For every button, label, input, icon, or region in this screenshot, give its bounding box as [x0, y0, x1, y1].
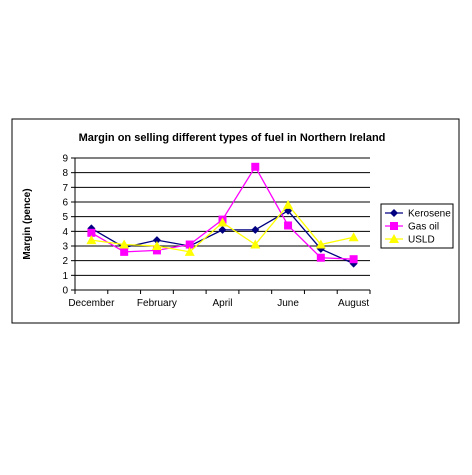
legend-label-usld: USLD: [408, 235, 435, 246]
data-point-gas-oil: [185, 240, 194, 249]
legend-label-gas-oil: Gas oil: [408, 222, 439, 233]
y-tick-label: 2: [62, 256, 68, 267]
data-point-gas-oil: [87, 228, 96, 237]
y-tick-label: 3: [62, 242, 68, 253]
y-tick-label: 6: [62, 198, 68, 209]
y-tick-label: 1: [62, 271, 68, 282]
legend-marker-kerosene: [390, 209, 398, 217]
data-point-gas-oil: [120, 247, 129, 256]
y-tick-label: 5: [62, 212, 68, 223]
x-tick-label: February: [137, 298, 177, 309]
y-tick-label: 0: [62, 286, 68, 297]
y-tick-label: 4: [62, 227, 68, 238]
data-point-usld: [184, 246, 195, 256]
data-point-usld: [151, 241, 162, 250]
legend: Kerosene Gas oil USLD: [380, 203, 454, 249]
y-tick-label: 8: [62, 168, 68, 179]
data-point-kerosene: [152, 236, 161, 245]
x-tick-label: December: [68, 298, 115, 309]
data-point-gas-oil: [284, 221, 293, 230]
chart-title: Margin on selling different types of fue…: [79, 132, 386, 144]
data-point-gas-oil: [316, 253, 325, 262]
y-tick-label: 9: [62, 154, 68, 165]
data-point-usld: [283, 199, 294, 209]
data-point-usld: [348, 232, 359, 242]
data-point-usld: [217, 217, 228, 227]
data-point-kerosene: [251, 225, 260, 234]
legend-marker-gas-oil: [390, 222, 398, 230]
data-point-usld: [315, 239, 326, 249]
data-point-gas-oil: [349, 255, 358, 264]
data-point-usld: [119, 239, 130, 249]
x-tick-label: June: [277, 298, 299, 309]
data-point-gas-oil: [152, 246, 161, 255]
legend-marker-usld: [389, 234, 399, 243]
x-tick-label: August: [338, 298, 369, 309]
y-axis-label: Margin (pence): [22, 188, 33, 259]
plot-area: 0 1 2 3 4 5 6 7 8 9 December February April June Augus…: [62, 154, 371, 309]
y-tick-label: 7: [62, 183, 68, 194]
x-tick-label: April: [212, 298, 232, 309]
data-point-usld: [250, 239, 261, 249]
data-point-usld: [86, 235, 97, 245]
data-point-gas-oil: [251, 162, 260, 171]
legend-label-kerosene: Kerosene: [408, 209, 451, 220]
data-point-kerosene: [218, 225, 227, 234]
